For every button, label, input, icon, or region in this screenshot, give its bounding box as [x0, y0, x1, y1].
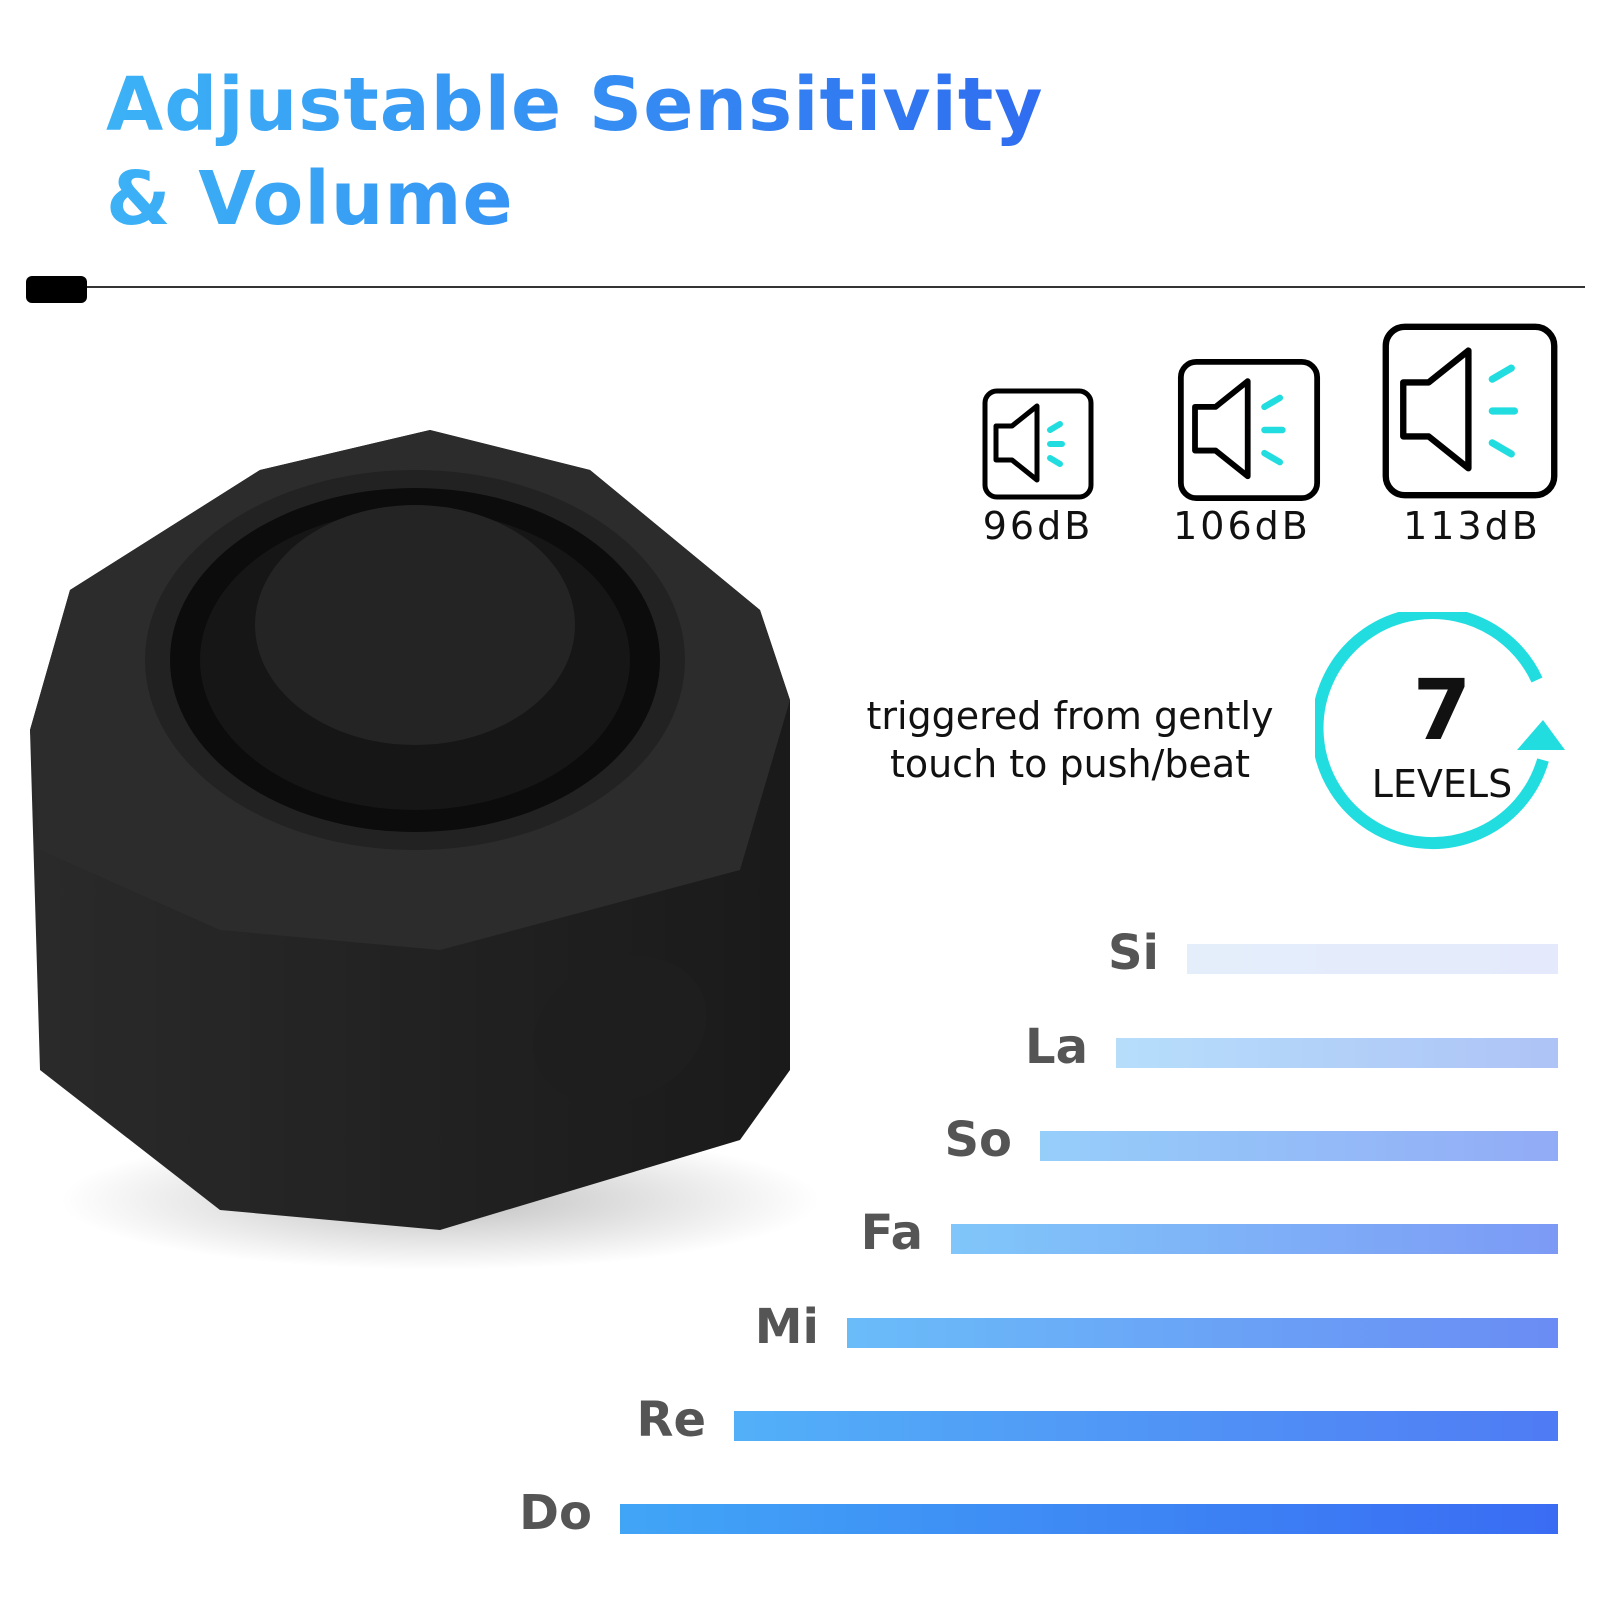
- title-line-2: & Volume: [106, 156, 514, 242]
- levels-number: 7: [1412, 661, 1472, 759]
- sensitivity-line-1: triggered from gently: [866, 694, 1274, 738]
- note-label-la: La: [1025, 1019, 1088, 1075]
- note-label-do: Do: [519, 1485, 592, 1541]
- note-bar-so: [1040, 1131, 1558, 1161]
- note-bar-mi: [847, 1318, 1558, 1348]
- divider-marker: [26, 276, 87, 303]
- alarm-device-image: [30, 430, 820, 1270]
- note-label-re: Re: [636, 1392, 706, 1448]
- page-title: Adjustable Sensitivity & Volume: [106, 58, 1043, 246]
- note-label-fa: Fa: [860, 1205, 923, 1261]
- note-bar-do: [620, 1504, 1558, 1534]
- speaker-volume-icon: [1177, 358, 1321, 502]
- speaker-volume-icon: [982, 388, 1094, 500]
- title-line-1: Adjustable Sensitivity: [106, 62, 1044, 148]
- sensitivity-line-2: touch to push/beat: [889, 742, 1251, 786]
- volume-label-113db: 113dB: [1403, 504, 1541, 548]
- speaker-volume-icon: [1382, 323, 1558, 499]
- volume-label-96db: 96dB: [982, 504, 1094, 548]
- note-bar-re: [734, 1411, 1558, 1441]
- divider: [26, 286, 1585, 288]
- note-label-so: So: [944, 1112, 1012, 1168]
- volume-label-106db: 106dB: [1173, 504, 1311, 548]
- note-bar-si: [1187, 944, 1558, 974]
- note-label-si: Si: [1107, 925, 1159, 981]
- note-bar-fa: [951, 1224, 1558, 1254]
- levels-label: LEVELS: [1371, 762, 1513, 806]
- note-label-mi: Mi: [754, 1299, 819, 1355]
- note-bar-la: [1116, 1038, 1558, 1068]
- sensitivity-description: triggered from gently touch to push/beat: [850, 692, 1290, 788]
- cycle-arrow-icon: [1315, 612, 1565, 850]
